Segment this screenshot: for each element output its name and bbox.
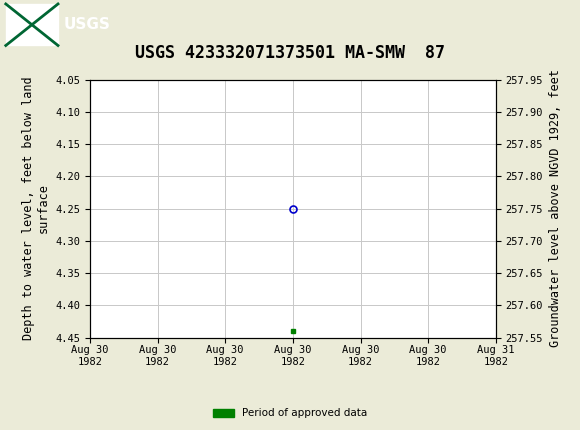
Bar xyxy=(6,4,58,46)
Text: USGS: USGS xyxy=(64,17,111,32)
Text: USGS 423332071373501 MA-SMW  87: USGS 423332071373501 MA-SMW 87 xyxy=(135,44,445,62)
Y-axis label: Depth to water level, feet below land
surface: Depth to water level, feet below land su… xyxy=(21,77,50,341)
Legend: Period of approved data: Period of approved data xyxy=(209,404,371,423)
Y-axis label: Groundwater level above NGVD 1929, feet: Groundwater level above NGVD 1929, feet xyxy=(549,70,561,347)
